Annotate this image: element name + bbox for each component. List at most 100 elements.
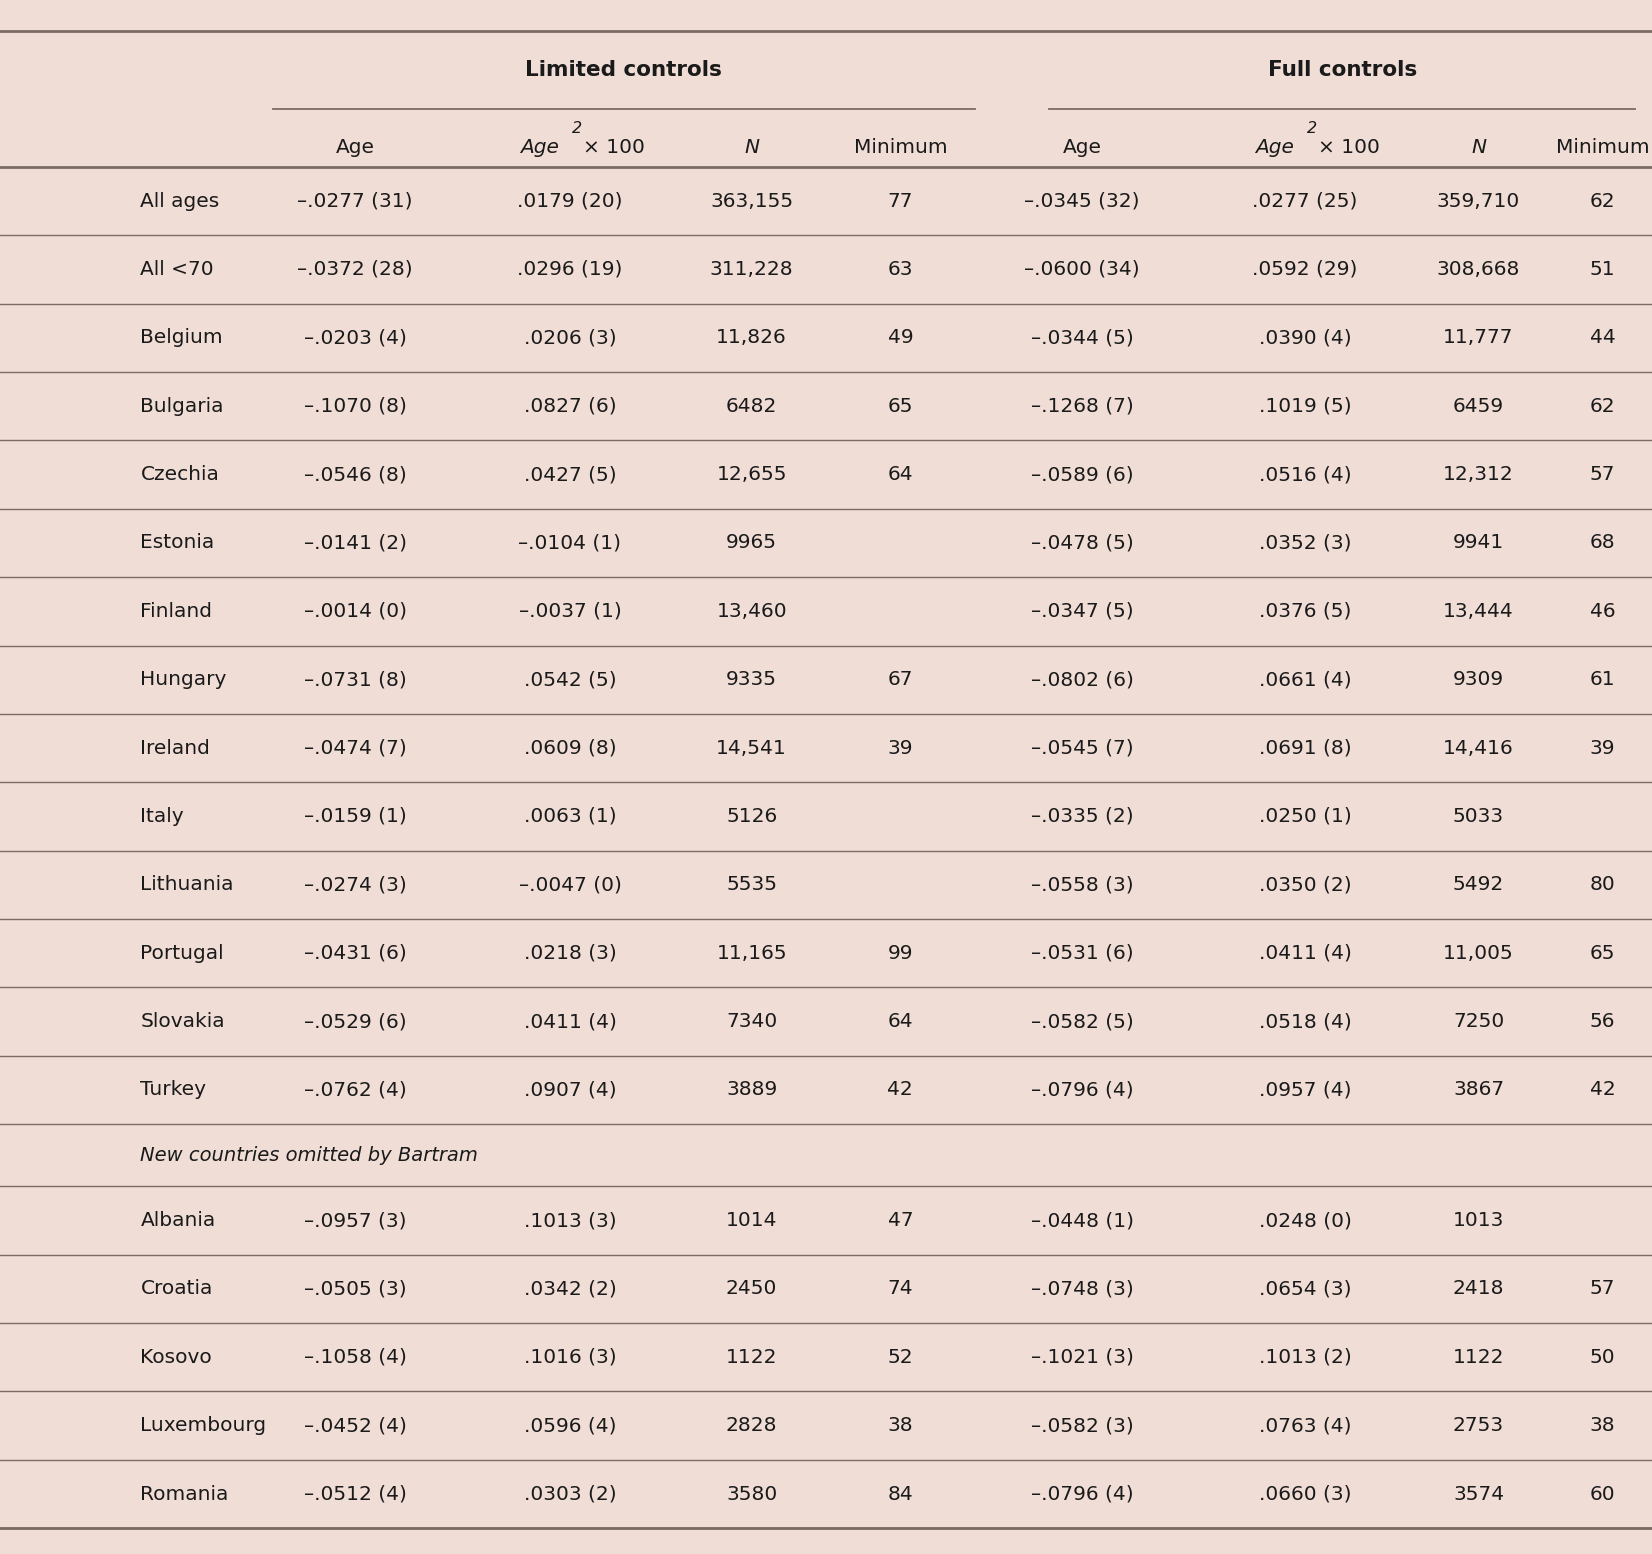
Text: –.1021 (3): –.1021 (3) [1031, 1347, 1133, 1368]
Text: 62: 62 [1589, 396, 1616, 416]
Text: –.0531 (6): –.0531 (6) [1031, 943, 1133, 963]
Text: 38: 38 [887, 1416, 914, 1436]
Text: .1016 (3): .1016 (3) [524, 1347, 616, 1368]
Text: –.0512 (4): –.0512 (4) [304, 1484, 406, 1504]
Text: –.0762 (4): –.0762 (4) [304, 1080, 406, 1100]
Text: –.0589 (6): –.0589 (6) [1031, 465, 1133, 485]
Text: 3580: 3580 [725, 1484, 778, 1504]
Text: 80: 80 [1589, 875, 1616, 895]
Text: .0957 (4): .0957 (4) [1259, 1080, 1351, 1100]
Text: –.0505 (3): –.0505 (3) [304, 1279, 406, 1299]
Text: 13,444: 13,444 [1444, 601, 1513, 622]
Text: 60: 60 [1589, 1484, 1616, 1504]
Text: 51: 51 [1589, 260, 1616, 280]
Text: 38: 38 [1589, 1416, 1616, 1436]
Text: –.0372 (28): –.0372 (28) [297, 260, 413, 280]
Text: 1122: 1122 [725, 1347, 778, 1368]
Text: .0303 (2): .0303 (2) [524, 1484, 616, 1504]
Text: 14,416: 14,416 [1444, 738, 1513, 758]
Text: 44: 44 [1589, 328, 1616, 348]
Text: 2450: 2450 [725, 1279, 778, 1299]
Text: Belgium: Belgium [140, 328, 223, 348]
Text: Hungary: Hungary [140, 670, 226, 690]
Text: × 100: × 100 [1318, 138, 1379, 157]
Text: –.0104 (1): –.0104 (1) [519, 533, 621, 553]
Text: .0342 (2): .0342 (2) [524, 1279, 616, 1299]
Text: .0427 (5): .0427 (5) [524, 465, 616, 485]
Text: 49: 49 [887, 328, 914, 348]
Text: .0518 (4): .0518 (4) [1259, 1012, 1351, 1032]
Text: .0206 (3): .0206 (3) [524, 328, 616, 348]
Text: –.0802 (6): –.0802 (6) [1031, 670, 1133, 690]
Text: 2: 2 [1307, 121, 1317, 137]
Text: –.0431 (6): –.0431 (6) [304, 943, 406, 963]
Text: Kosovo: Kosovo [140, 1347, 211, 1368]
Text: .0352 (3): .0352 (3) [1259, 533, 1351, 553]
Text: .0542 (5): .0542 (5) [524, 670, 616, 690]
Text: .0660 (3): .0660 (3) [1259, 1484, 1351, 1504]
Text: Full controls: Full controls [1267, 61, 1417, 79]
Text: –.0796 (4): –.0796 (4) [1031, 1080, 1133, 1100]
Text: N: N [743, 138, 760, 157]
Text: 50: 50 [1589, 1347, 1616, 1368]
Text: 64: 64 [887, 1012, 914, 1032]
Text: .0661 (4): .0661 (4) [1259, 670, 1351, 690]
Text: 12,655: 12,655 [717, 465, 786, 485]
Text: .1013 (2): .1013 (2) [1259, 1347, 1351, 1368]
Text: N: N [1470, 138, 1487, 157]
Text: New countries omitted by Bartram: New countries omitted by Bartram [140, 1145, 479, 1166]
Text: 308,668: 308,668 [1437, 260, 1520, 280]
Text: .0179 (20): .0179 (20) [517, 191, 623, 211]
Text: 46: 46 [1589, 601, 1616, 622]
Text: 2828: 2828 [725, 1416, 778, 1436]
Text: 84: 84 [887, 1484, 914, 1504]
Text: 56: 56 [1589, 1012, 1616, 1032]
Text: .0411 (4): .0411 (4) [524, 1012, 616, 1032]
Text: .0691 (8): .0691 (8) [1259, 738, 1351, 758]
Text: Age: Age [520, 138, 560, 157]
Text: –.0558 (3): –.0558 (3) [1031, 875, 1133, 895]
Text: 311,228: 311,228 [710, 260, 793, 280]
Text: Czechia: Czechia [140, 465, 220, 485]
Text: –.0274 (3): –.0274 (3) [304, 875, 406, 895]
Text: 42: 42 [1589, 1080, 1616, 1100]
Text: –.0344 (5): –.0344 (5) [1031, 328, 1133, 348]
Text: –.0335 (2): –.0335 (2) [1031, 807, 1133, 827]
Text: .0296 (19): .0296 (19) [517, 260, 623, 280]
Text: 11,005: 11,005 [1444, 943, 1513, 963]
Text: 65: 65 [1589, 943, 1616, 963]
Text: .0250 (1): .0250 (1) [1259, 807, 1351, 827]
Text: –.0047 (0): –.0047 (0) [519, 875, 621, 895]
Text: 62: 62 [1589, 191, 1616, 211]
Text: 12,312: 12,312 [1444, 465, 1513, 485]
Text: 67: 67 [887, 670, 914, 690]
Text: –.0448 (1): –.0448 (1) [1031, 1211, 1133, 1231]
Text: 11,826: 11,826 [717, 328, 786, 348]
Text: .0277 (25): .0277 (25) [1252, 191, 1358, 211]
Text: 7250: 7250 [1452, 1012, 1505, 1032]
Text: .0350 (2): .0350 (2) [1259, 875, 1351, 895]
Text: 3889: 3889 [725, 1080, 778, 1100]
Text: –.0796 (4): –.0796 (4) [1031, 1484, 1133, 1504]
Text: –.0546 (8): –.0546 (8) [304, 465, 406, 485]
Text: 74: 74 [887, 1279, 914, 1299]
Text: Slovakia: Slovakia [140, 1012, 225, 1032]
Text: 5126: 5126 [725, 807, 778, 827]
Text: 5033: 5033 [1454, 807, 1503, 827]
Text: –.0957 (3): –.0957 (3) [304, 1211, 406, 1231]
Text: 39: 39 [887, 738, 914, 758]
Text: .0609 (8): .0609 (8) [524, 738, 616, 758]
Text: 1013: 1013 [1452, 1211, 1505, 1231]
Text: .0218 (3): .0218 (3) [524, 943, 616, 963]
Text: 39: 39 [1589, 738, 1616, 758]
Text: –.1058 (4): –.1058 (4) [304, 1347, 406, 1368]
Text: 2418: 2418 [1452, 1279, 1505, 1299]
Text: 65: 65 [887, 396, 914, 416]
Text: 359,710: 359,710 [1437, 191, 1520, 211]
Text: –.0582 (3): –.0582 (3) [1031, 1416, 1133, 1436]
Text: All ages: All ages [140, 191, 220, 211]
Text: 11,165: 11,165 [717, 943, 786, 963]
Text: 2: 2 [572, 121, 582, 137]
Text: Luxembourg: Luxembourg [140, 1416, 266, 1436]
Text: × 100: × 100 [583, 138, 644, 157]
